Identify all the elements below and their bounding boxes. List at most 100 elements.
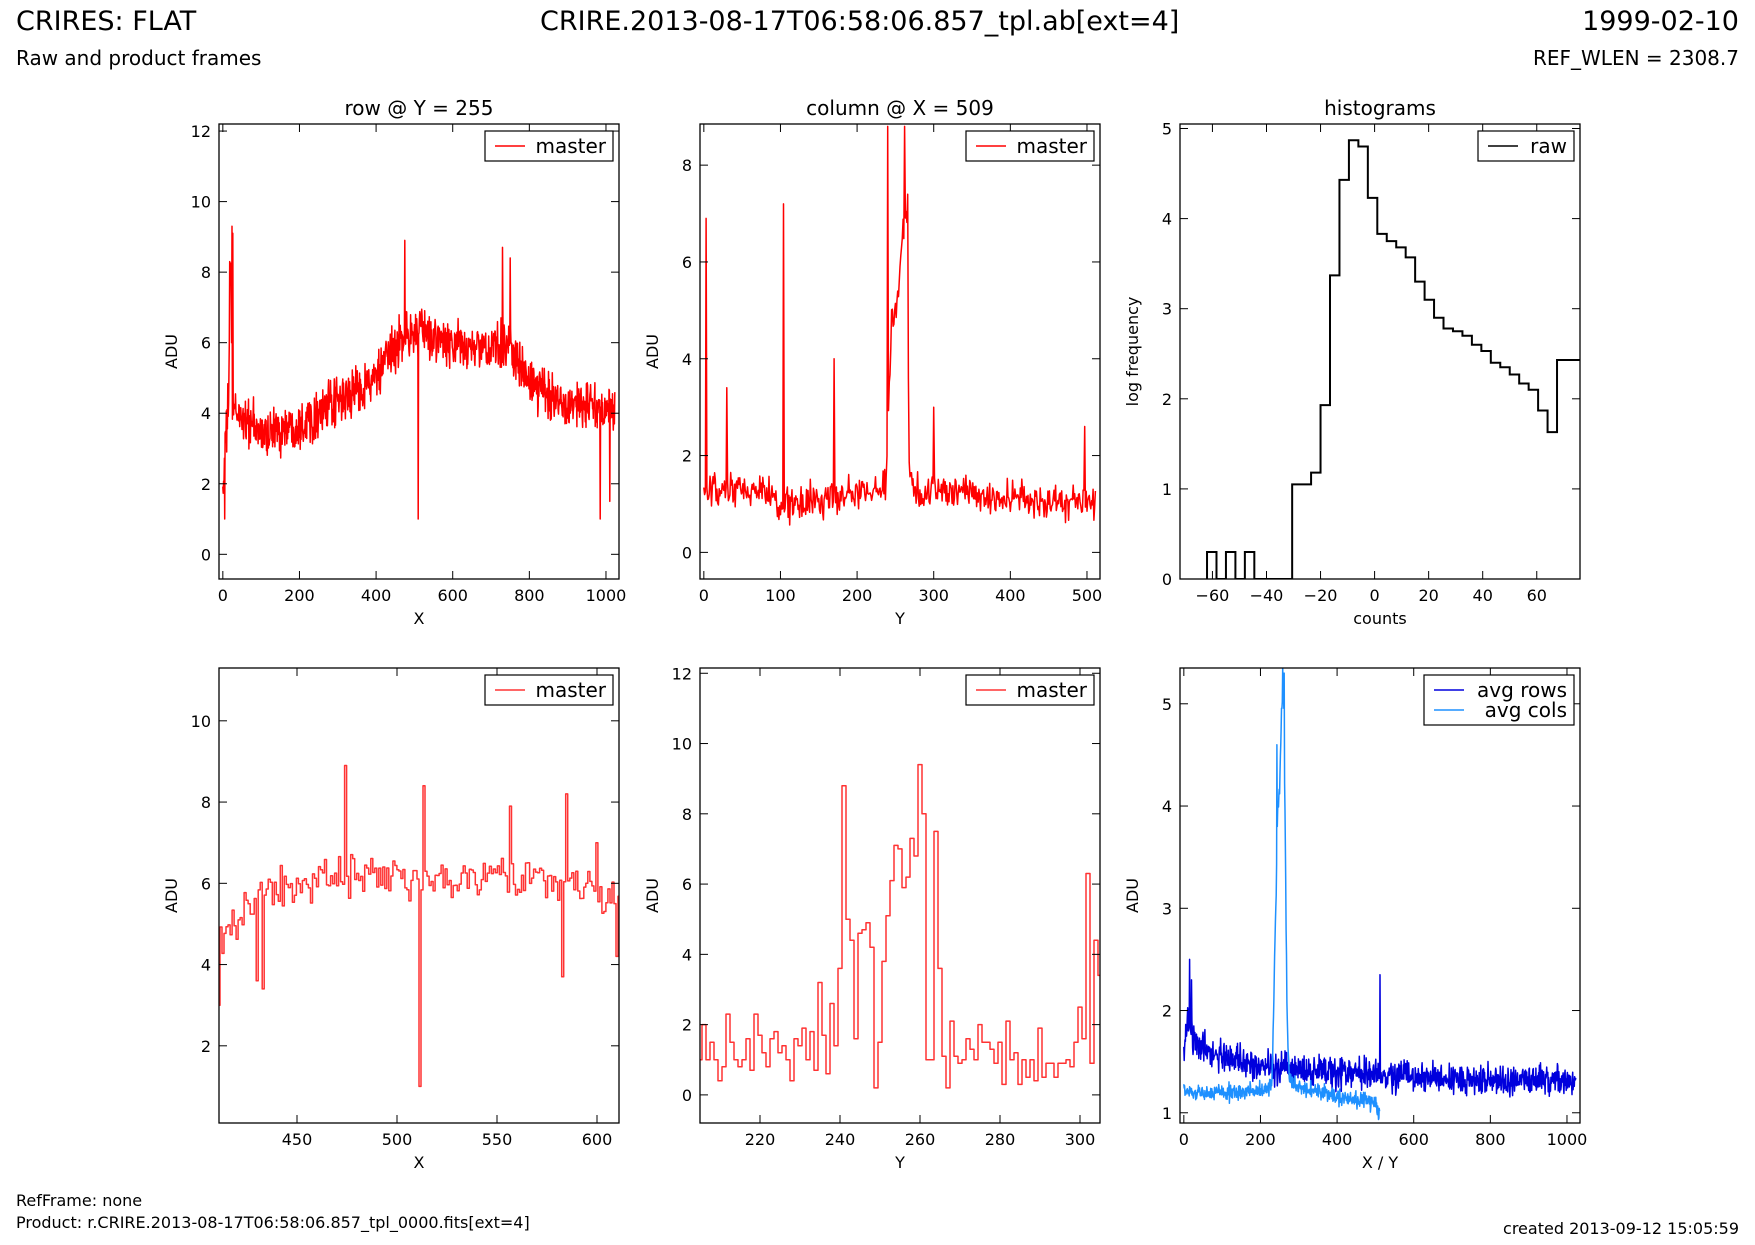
y-tick-label: 8 [201, 263, 211, 282]
product-file-note: Product: r.CRIRE.2013-08-17T06:58:06.857… [16, 1213, 530, 1232]
legend-entry: master [1016, 134, 1087, 158]
x-tick-label: 400 [361, 586, 392, 605]
plot-area [219, 764, 619, 1088]
chart-title: histograms [1324, 96, 1436, 120]
y-tick-label: 10 [191, 193, 211, 212]
plot-area [1183, 668, 1577, 1121]
y-tick-label: 4 [682, 945, 692, 964]
legend-entry: raw [1530, 134, 1567, 158]
x-tick-label: 0 [1370, 586, 1380, 605]
x-tick-label: 300 [918, 586, 949, 605]
x-tick-label: 1000 [1547, 1130, 1588, 1149]
ref-frame-note: RefFrame: none [16, 1191, 143, 1210]
y-axis-label: ADU [1123, 878, 1142, 913]
chart-title: column @ X = 509 [806, 96, 994, 120]
y-tick-label: 6 [201, 334, 211, 353]
legend: master [484, 674, 614, 706]
x-tick-label: −60 [1196, 586, 1230, 605]
x-tick-label: 0 [1179, 1130, 1189, 1149]
y-tick-label: 4 [1162, 210, 1172, 229]
y-axis-label: ADU [643, 334, 662, 369]
legend: raw [1477, 130, 1575, 162]
x-tick-label: 800 [1475, 1130, 1506, 1149]
y-tick-label: 12 [191, 122, 211, 141]
y-tick-label: 2 [1162, 1002, 1172, 1021]
series-line-raw [1206, 139, 1580, 579]
y-tick-label: 2 [201, 475, 211, 494]
series-line-master [219, 764, 619, 1088]
x-tick-label: 0 [699, 586, 709, 605]
x-tick-label: 200 [842, 586, 873, 605]
chart-title: row @ Y = 255 [345, 96, 494, 120]
x-tick-label: 550 [482, 1130, 513, 1149]
axes-frame [218, 667, 620, 1124]
x-tick-label: 280 [985, 1130, 1016, 1149]
y-tick-label: 8 [682, 156, 692, 175]
y-tick-label: 2 [682, 447, 692, 466]
chart-panel-row: 0 200 400 600 800 1000 0 2 4 6 8 10 12 row @ Y = 255 X… [162, 96, 626, 628]
file-name-title: CRIRE.2013-08-17T06:58:06.857_tpl.ab[ext… [540, 6, 1180, 37]
x-tick-label: 260 [905, 1130, 936, 1149]
y-tick-label: 8 [201, 793, 211, 812]
y-tick-label: 10 [191, 712, 211, 731]
y-tick-label: 4 [1162, 797, 1172, 816]
y-tick-label: 0 [201, 545, 211, 564]
y-tick-label: 12 [672, 664, 692, 683]
legend-entry: master [535, 134, 606, 158]
y-tick-label: 5 [1162, 695, 1172, 714]
observation-date: 1999-02-10 [1582, 6, 1739, 37]
x-tick-label: 400 [1322, 1130, 1353, 1149]
x-tick-label: 400 [995, 586, 1026, 605]
y-tick-label: 1 [1162, 1104, 1172, 1123]
series-line-avg-rows [1183, 958, 1577, 1098]
y-tick-label: 2 [682, 1016, 692, 1035]
y-tick-label: 8 [682, 805, 692, 824]
y-tick-label: 0 [1162, 570, 1172, 589]
y-axis-label: ADU [162, 878, 181, 913]
x-tick-label: 500 [1072, 586, 1103, 605]
plot-area [703, 125, 1097, 526]
chart-panel-row-zoom: 450 500 550 600 2 4 6 8 10 X ADU master [162, 667, 620, 1172]
x-tick-label: 200 [284, 586, 315, 605]
legend: master [965, 130, 1095, 162]
y-axis-label: log frequency [1123, 297, 1142, 407]
plot-area [700, 763, 1100, 1089]
y-axis-label: ADU [643, 878, 662, 913]
x-axis-label: Y [894, 1153, 905, 1172]
x-tick-label: −40 [1250, 586, 1284, 605]
x-tick-label: 450 [282, 1130, 313, 1149]
report-subtitle: Raw and product frames [16, 46, 262, 70]
axes-frame [1179, 123, 1581, 580]
axes-frame [218, 123, 620, 580]
y-tick-label: 4 [201, 404, 211, 423]
x-tick-label: −20 [1304, 586, 1338, 605]
x-tick-label: 60 [1527, 586, 1547, 605]
x-axis-label: Y [894, 609, 905, 628]
x-axis-label: X [414, 1153, 425, 1172]
chart-panel-histograms: −60 −40 −20 0 20 40 60 0 1 2 3 4 5 histograms counts lo… [1123, 96, 1581, 628]
x-tick-label: 200 [1245, 1130, 1276, 1149]
x-tick-label: 240 [825, 1130, 856, 1149]
plot-area [222, 225, 616, 520]
legend-entry: master [535, 678, 606, 702]
legend-entry: avg rows [1477, 678, 1567, 702]
series-line-master [703, 125, 1097, 526]
y-tick-label: 6 [201, 874, 211, 893]
y-tick-label: 10 [672, 735, 692, 754]
x-tick-label: 600 [582, 1130, 613, 1149]
y-tick-label: 0 [682, 543, 692, 562]
x-tick-label: 500 [382, 1130, 413, 1149]
y-tick-label: 2 [201, 1037, 211, 1056]
x-tick-label: 40 [1473, 586, 1493, 605]
axes-frame [699, 123, 1101, 580]
y-tick-label: 4 [682, 350, 692, 369]
x-tick-label: 300 [1065, 1130, 1096, 1149]
x-axis-label: X [414, 609, 425, 628]
chart-panel-column: 0 100 200 300 400 500 0 2 4 6 8 column @ X = 509 Y AD… [643, 96, 1102, 628]
x-tick-label: 220 [745, 1130, 776, 1149]
legend-entry: avg cols [1485, 698, 1567, 722]
axes-frame [699, 667, 1101, 1124]
x-tick-label: 100 [765, 586, 796, 605]
x-tick-label: 600 [1398, 1130, 1429, 1149]
x-tick-label: 800 [514, 586, 545, 605]
